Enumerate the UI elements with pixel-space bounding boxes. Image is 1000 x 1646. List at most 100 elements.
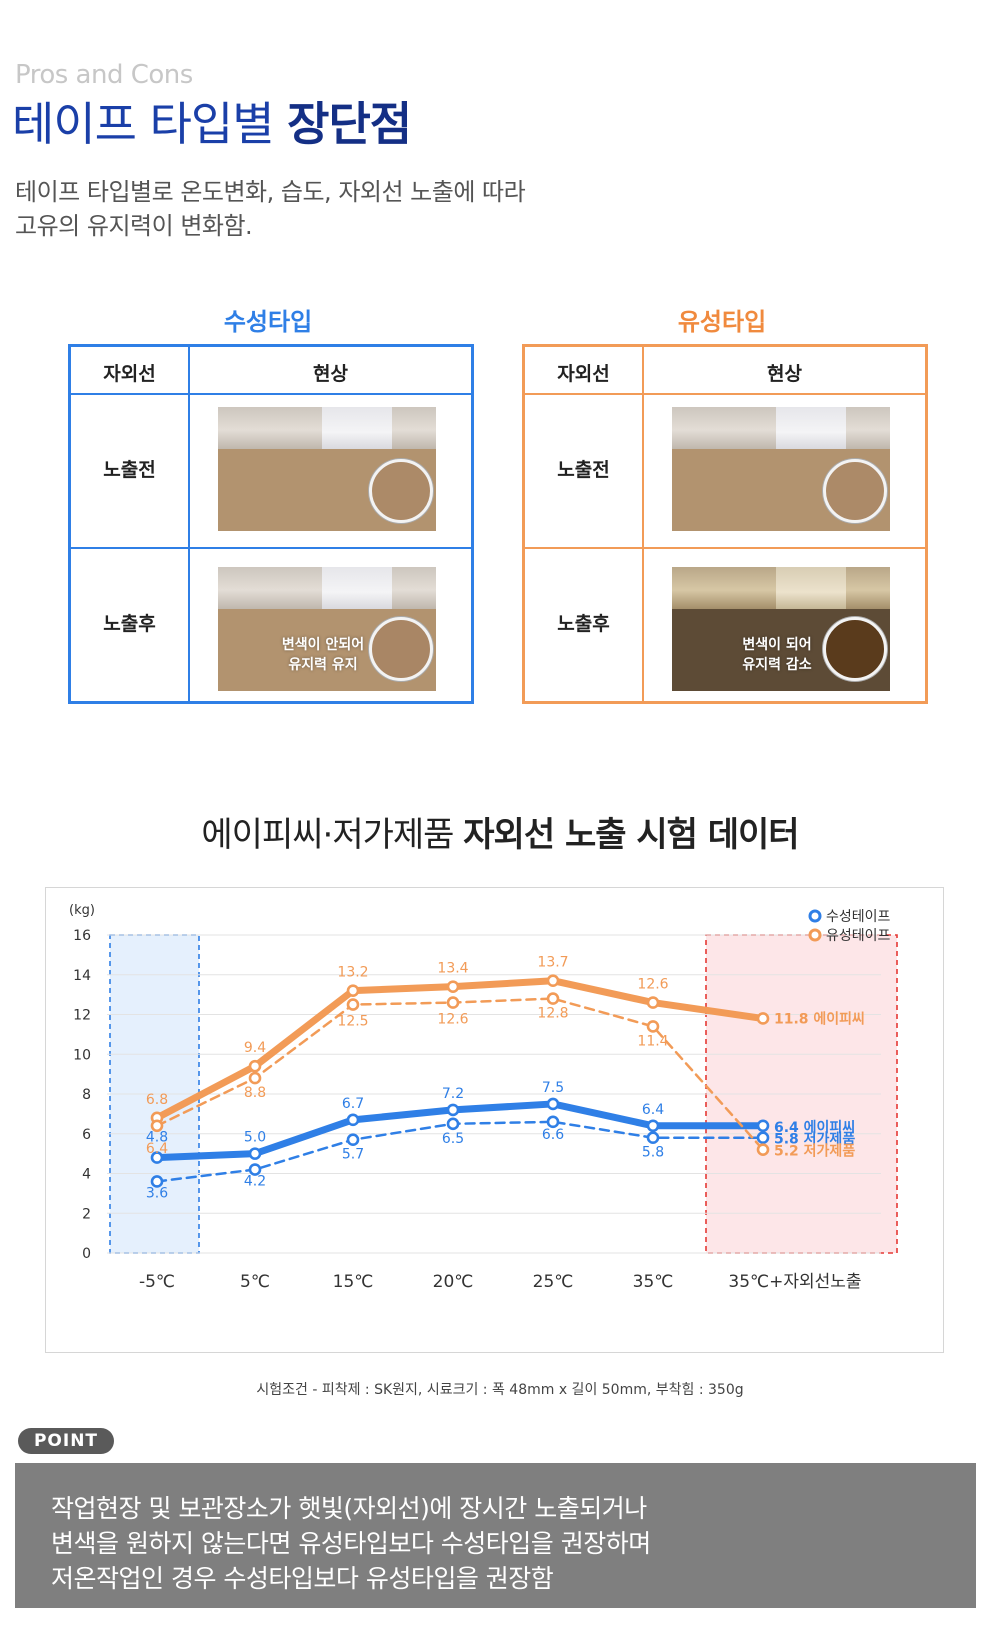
point-line-3: 저온작업인 경우 수성타입보다 유성타입을 권장함: [51, 1564, 554, 1593]
page-title: 테이프 타입별 장단점: [12, 88, 412, 154]
data-label: 9.4: [244, 1040, 266, 1056]
data-label: 13.7: [537, 955, 568, 971]
description-line-2: 고유의 유지력이 변화함.: [15, 212, 253, 240]
data-label: 13.2: [337, 965, 368, 981]
data-point: [646, 996, 660, 1009]
data-point: [346, 984, 360, 997]
texture-closeup: [823, 617, 887, 681]
legend-label: 유성테이프: [826, 928, 891, 944]
y-tick-label: 6: [82, 1127, 91, 1143]
data-point: [646, 1020, 660, 1033]
point-box: 작업현장 및 보관장소가 햇빛(자외선)에 장시간 노출되거나 변색을 원하지 …: [15, 1463, 976, 1608]
data-label: 6.4: [642, 1102, 664, 1118]
data-point: [346, 1113, 360, 1127]
page-title-light: 테이프 타입별: [12, 97, 288, 151]
point-badge: POINT: [18, 1428, 114, 1454]
data-label: 5.2 저가제품: [774, 1144, 855, 1160]
x-tick-label: -5℃: [139, 1272, 175, 1292]
data-label: 3.6: [146, 1185, 168, 1201]
data-label: 6.5: [442, 1131, 464, 1147]
x-tick-label: 5℃: [240, 1272, 270, 1292]
x-tick-label: 35℃: [633, 1272, 674, 1292]
data-label: 7.5: [542, 1080, 564, 1096]
data-label: 5.0: [244, 1130, 266, 1146]
data-label: 11.4: [637, 1033, 668, 1049]
data-label: 5.8 저가제품: [774, 1132, 855, 1148]
chart-frame: [45, 887, 944, 1353]
chart-title-bold: 자외선 노출 시험 데이터: [463, 815, 799, 855]
header-phenomenon: 현상: [767, 363, 802, 385]
data-point: [446, 996, 460, 1009]
photo-caption-line-1: 변색이 되어: [742, 637, 812, 653]
y-tick-label: 14: [73, 968, 91, 984]
legend-label: 수성테이프: [826, 909, 891, 925]
data-point: [546, 974, 560, 988]
data-label: 5.8: [642, 1145, 664, 1161]
photo-caption-line-2: 유지력 유지: [288, 657, 358, 673]
x-tick-label: 15℃: [333, 1272, 374, 1292]
oil-type-title: 유성타입: [677, 308, 767, 336]
data-label: 6.4: [146, 1141, 168, 1157]
test-conditions-caption: 시험조건 - 피착제 : SK원지, 시료크기 : 폭 48mm x 길이 50…: [256, 1382, 744, 1398]
water-type-title: 수성타입: [223, 308, 313, 336]
photo-caption: 변색이 안되어 유지력 유지: [248, 635, 398, 675]
section-kicker: Pros and Cons: [15, 60, 193, 90]
data-point: [646, 1119, 660, 1133]
data-label: 6.4 에이피씨: [774, 1119, 855, 1136]
legend-marker: [808, 928, 822, 942]
data-point: [150, 1151, 164, 1164]
data-point: [446, 1117, 460, 1131]
x-tick-label: 20℃: [433, 1272, 474, 1292]
point-line-1: 작업현장 및 보관장소가 햇빛(자외선)에 장시간 노출되거나: [51, 1494, 647, 1523]
data-label: 6.8: [146, 1092, 168, 1108]
data-point: [248, 1071, 262, 1085]
row-label-before: 노출전: [103, 459, 156, 481]
header-phenomenon: 현상: [313, 363, 348, 385]
texture-closeup: [369, 459, 433, 523]
row-label-before: 노출전: [557, 459, 610, 481]
legend-marker: [808, 909, 822, 923]
x-tick-label: 25℃: [533, 1272, 574, 1292]
data-label: 7.2: [442, 1086, 464, 1102]
photo-caption-line-2: 유지력 감소: [742, 657, 812, 673]
data-label: 12.6: [637, 977, 668, 993]
data-label: 5.7: [342, 1147, 364, 1163]
data-point: [646, 1131, 660, 1145]
header-uv: 자외선: [557, 363, 610, 385]
data-point: [446, 980, 460, 993]
description-line-1: 테이프 타입별로 온도변화, 습도, 자외선 노출에 따라: [15, 178, 526, 206]
data-label: 8.8: [244, 1085, 266, 1101]
data-point: [150, 1175, 164, 1188]
data-label: 12.6: [437, 1012, 468, 1028]
data-label: 11.8 에이피씨: [774, 1010, 865, 1027]
data-label: 12.5: [337, 1014, 368, 1030]
data-point: [546, 1097, 560, 1111]
y-tick-label: 4: [82, 1167, 91, 1183]
data-point: [248, 1147, 262, 1160]
uv-exposure-line-chart: 0 2 4 6 8 10 12 14 16 (kg) -5℃ 5℃ 15℃ 20℃ 25℃ 35℃ 35℃+자외…: [69, 903, 898, 1292]
data-point: [546, 1115, 560, 1129]
data-label: 6.7: [342, 1096, 364, 1112]
data-point: [756, 1143, 770, 1156]
texture-closeup: [369, 617, 433, 681]
y-tick-label: 16: [73, 928, 91, 944]
data-label: 4.8: [146, 1130, 168, 1146]
page-title-bold: 장단점: [287, 97, 412, 151]
data-point: [248, 1163, 262, 1176]
data-label: 13.4: [437, 961, 468, 977]
data-point: [756, 1012, 770, 1025]
y-tick-label: 10: [73, 1047, 91, 1063]
y-tick-label: 2: [82, 1206, 91, 1222]
row-label-after: 노출후: [103, 613, 156, 635]
point-line-2: 변색을 원하지 않는다면 유성타입보다 수성타입을 권장하며: [51, 1529, 651, 1558]
chart-title-light: 에이피씨·저가제품: [201, 815, 464, 855]
oil-type-comparison-table: 자외선 현상 노출전 노출후 변색이 되어 유지력 감소: [522, 344, 928, 704]
data-point: [446, 1103, 460, 1117]
chart-title: 에이피씨·저가제품 자외선 노출 시험 데이터: [0, 807, 1000, 856]
data-point: [346, 1133, 360, 1147]
x-tick-label: 35℃+자외선노출: [728, 1272, 861, 1292]
y-tick-label: 12: [73, 1008, 91, 1024]
data-point: [756, 1131, 770, 1145]
data-point: [546, 992, 560, 1005]
data-point: [346, 998, 360, 1011]
